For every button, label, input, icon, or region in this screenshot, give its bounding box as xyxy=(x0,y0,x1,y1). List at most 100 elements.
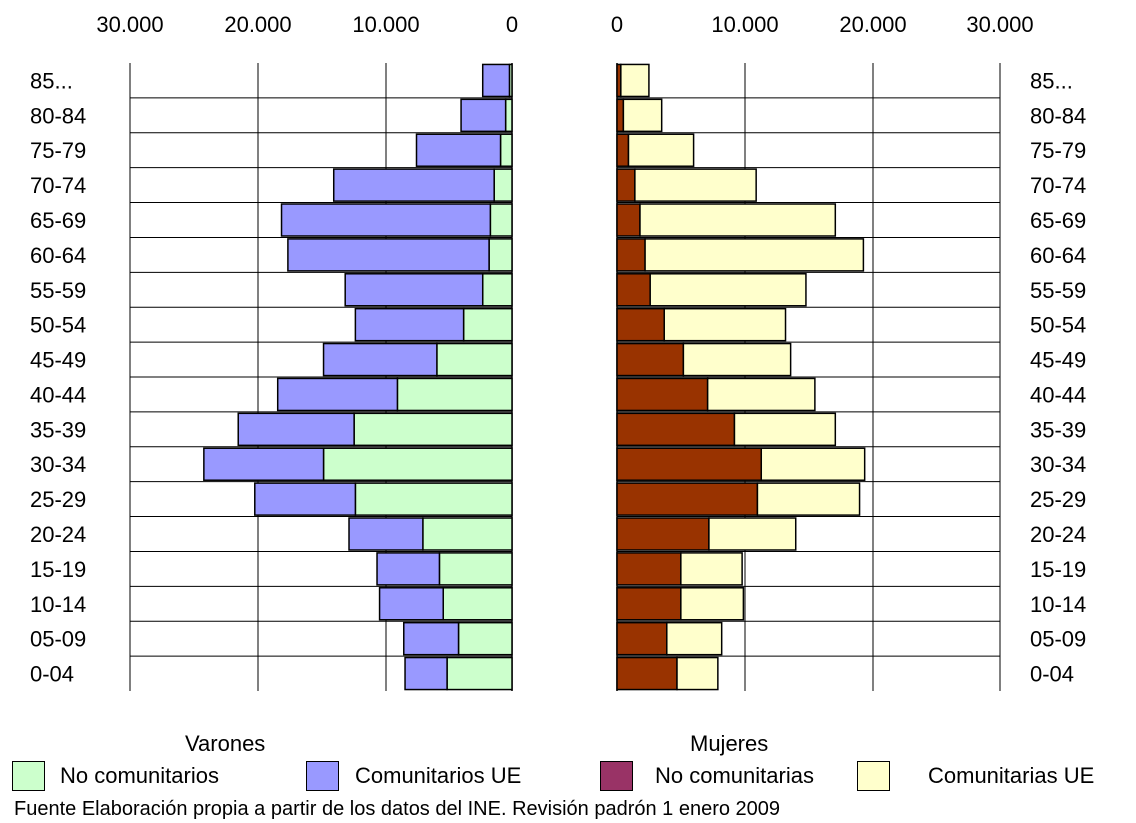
right-bar-comunitarias-ue xyxy=(620,63,650,98)
right-category-label: 15-19 xyxy=(1030,557,1086,582)
left-category-label: 40-44 xyxy=(30,382,86,407)
left-category-label: 85... xyxy=(30,68,73,93)
left-bar-comunitarios-ue xyxy=(322,342,438,377)
legend-label-no-comunitarios: No comunitarios xyxy=(60,763,219,788)
left-bar-comunitarios-ue xyxy=(376,552,441,586)
left-category-label: 35-39 xyxy=(30,417,86,442)
left-category-label: 80-84 xyxy=(30,103,86,128)
right-bar-no-comunitarias xyxy=(616,587,682,621)
right-category-label: 20-24 xyxy=(1030,522,1086,547)
right-bar-comunitarias-ue xyxy=(676,656,719,691)
legend-swatch-no-comunitarios xyxy=(12,761,45,791)
right-bar-comunitarias-ue xyxy=(644,238,865,272)
right-category-label: 65-69 xyxy=(1030,208,1086,233)
left-bar-comunitarios-ue xyxy=(287,238,490,272)
right-bar-no-comunitarias xyxy=(616,133,630,167)
left-bar-comunitarios-ue xyxy=(415,133,502,167)
right-category-label: 75-79 xyxy=(1030,138,1086,163)
right-category-label: 40-44 xyxy=(1030,382,1086,407)
right-bar-no-comunitarias xyxy=(616,552,682,586)
legend-label-no-comunitarias: No comunitarias xyxy=(655,763,814,788)
right-category-label: 80-84 xyxy=(1030,103,1086,128)
left-bar-no-comunitarios xyxy=(481,273,513,307)
left-category-label: 45-49 xyxy=(30,348,86,373)
right-bar-no-comunitarias xyxy=(616,168,636,202)
right-bar-comunitarias-ue xyxy=(756,482,861,516)
left-bar-comunitarios-ue xyxy=(354,307,465,342)
left-tick-label: 30.000 xyxy=(96,12,163,37)
right-bar-comunitarias-ue xyxy=(733,412,837,447)
left-bar-comunitarios-ue xyxy=(460,98,507,133)
legend-swatch-comunitarios-ue xyxy=(306,761,339,791)
right-bar-no-comunitarias xyxy=(616,98,625,133)
left-bar-comunitarios-ue xyxy=(280,203,492,237)
right-bar-no-comunitarias xyxy=(616,342,685,377)
left-bar-no-comunitarios xyxy=(462,307,513,342)
right-bar-no-comunitarias xyxy=(616,238,646,272)
left-tick-label: 20.000 xyxy=(224,12,291,37)
right-tick-label: 10.000 xyxy=(711,12,778,37)
left-bar-no-comunitarios xyxy=(446,656,513,691)
right-category-label: 10-14 xyxy=(1030,592,1086,617)
right-category-label: 55-59 xyxy=(1030,278,1086,303)
left-category-label: 60-64 xyxy=(30,243,86,268)
left-category-label: 75-79 xyxy=(30,138,86,163)
right-category-label: 60-64 xyxy=(1030,243,1086,268)
right-bar-comunitarias-ue xyxy=(680,587,745,621)
right-bar-no-comunitarias xyxy=(616,273,651,307)
left-bar-comunitarios-ue xyxy=(237,412,355,447)
left-bar-no-comunitarios xyxy=(442,587,513,621)
left-category-label: 65-69 xyxy=(30,208,86,233)
left-bar-no-comunitarios xyxy=(353,412,513,447)
right-bar-comunitarias-ue xyxy=(627,133,695,167)
left-category-label: 20-24 xyxy=(30,522,86,547)
left-bar-no-comunitarios xyxy=(322,447,513,481)
right-bar-no-comunitarias xyxy=(616,377,709,412)
right-tick-label: 20.000 xyxy=(839,12,906,37)
title-mujeres: Mujeres xyxy=(690,731,769,756)
right-bar-comunitarias-ue xyxy=(682,342,792,377)
right-category-label: 0-04 xyxy=(1030,662,1074,687)
left-category-label: 55-59 xyxy=(30,278,86,303)
legend-label-comunitarias-ue: Comunitarias UE xyxy=(928,763,1095,788)
right-bar-no-comunitarias xyxy=(616,203,641,237)
left-bar-no-comunitarios xyxy=(438,552,513,586)
right-category-label: 70-74 xyxy=(1030,173,1086,198)
left-bar-comunitarios-ue xyxy=(348,517,424,551)
left-bar-no-comunitarios xyxy=(457,621,513,656)
left-bar-no-comunitarios xyxy=(396,377,513,412)
left-bar-comunitarios-ue xyxy=(203,447,325,481)
right-category-label: 45-49 xyxy=(1030,348,1086,373)
left-category-label: 25-29 xyxy=(30,487,86,512)
legend-label-comunitarios-ue: Comunitarios UE xyxy=(355,763,522,788)
left-category-label: 05-09 xyxy=(30,627,86,652)
right-category-label: 05-09 xyxy=(1030,627,1086,652)
left-bar-comunitarios-ue xyxy=(481,63,511,98)
title-varones: Varones xyxy=(185,731,266,756)
right-bar-no-comunitarias xyxy=(616,482,759,516)
left-bar-comunitarios-ue xyxy=(332,168,495,202)
left-bar-no-comunitarios xyxy=(493,168,513,202)
left-category-label: 50-54 xyxy=(30,313,86,338)
right-bar-comunitarias-ue xyxy=(622,98,663,133)
left-bar-comunitarios-ue xyxy=(403,621,460,656)
right-category-label: 25-29 xyxy=(1030,487,1086,512)
left-category-label: 15-19 xyxy=(30,557,86,582)
right-bar-comunitarias-ue xyxy=(760,447,866,481)
left-bar-no-comunitarios xyxy=(436,342,513,377)
left-bar-no-comunitarios xyxy=(499,133,513,167)
left-category-label: 70-74 xyxy=(30,173,86,198)
right-tick-label: 30.000 xyxy=(966,12,1033,37)
right-bar-no-comunitarias xyxy=(616,307,665,342)
left-bar-no-comunitarios xyxy=(422,517,513,551)
left-category-label: 30-34 xyxy=(30,452,86,477)
left-bar-no-comunitarios xyxy=(489,203,513,237)
right-category-label: 35-39 xyxy=(1030,417,1086,442)
right-category-label: 85... xyxy=(1030,68,1073,93)
left-bar-comunitarios-ue xyxy=(344,273,484,307)
right-bar-no-comunitarias xyxy=(616,412,736,447)
right-category-label: 50-54 xyxy=(1030,313,1086,338)
left-bar-no-comunitarios xyxy=(488,238,513,272)
right-bar-comunitarias-ue xyxy=(634,168,757,202)
